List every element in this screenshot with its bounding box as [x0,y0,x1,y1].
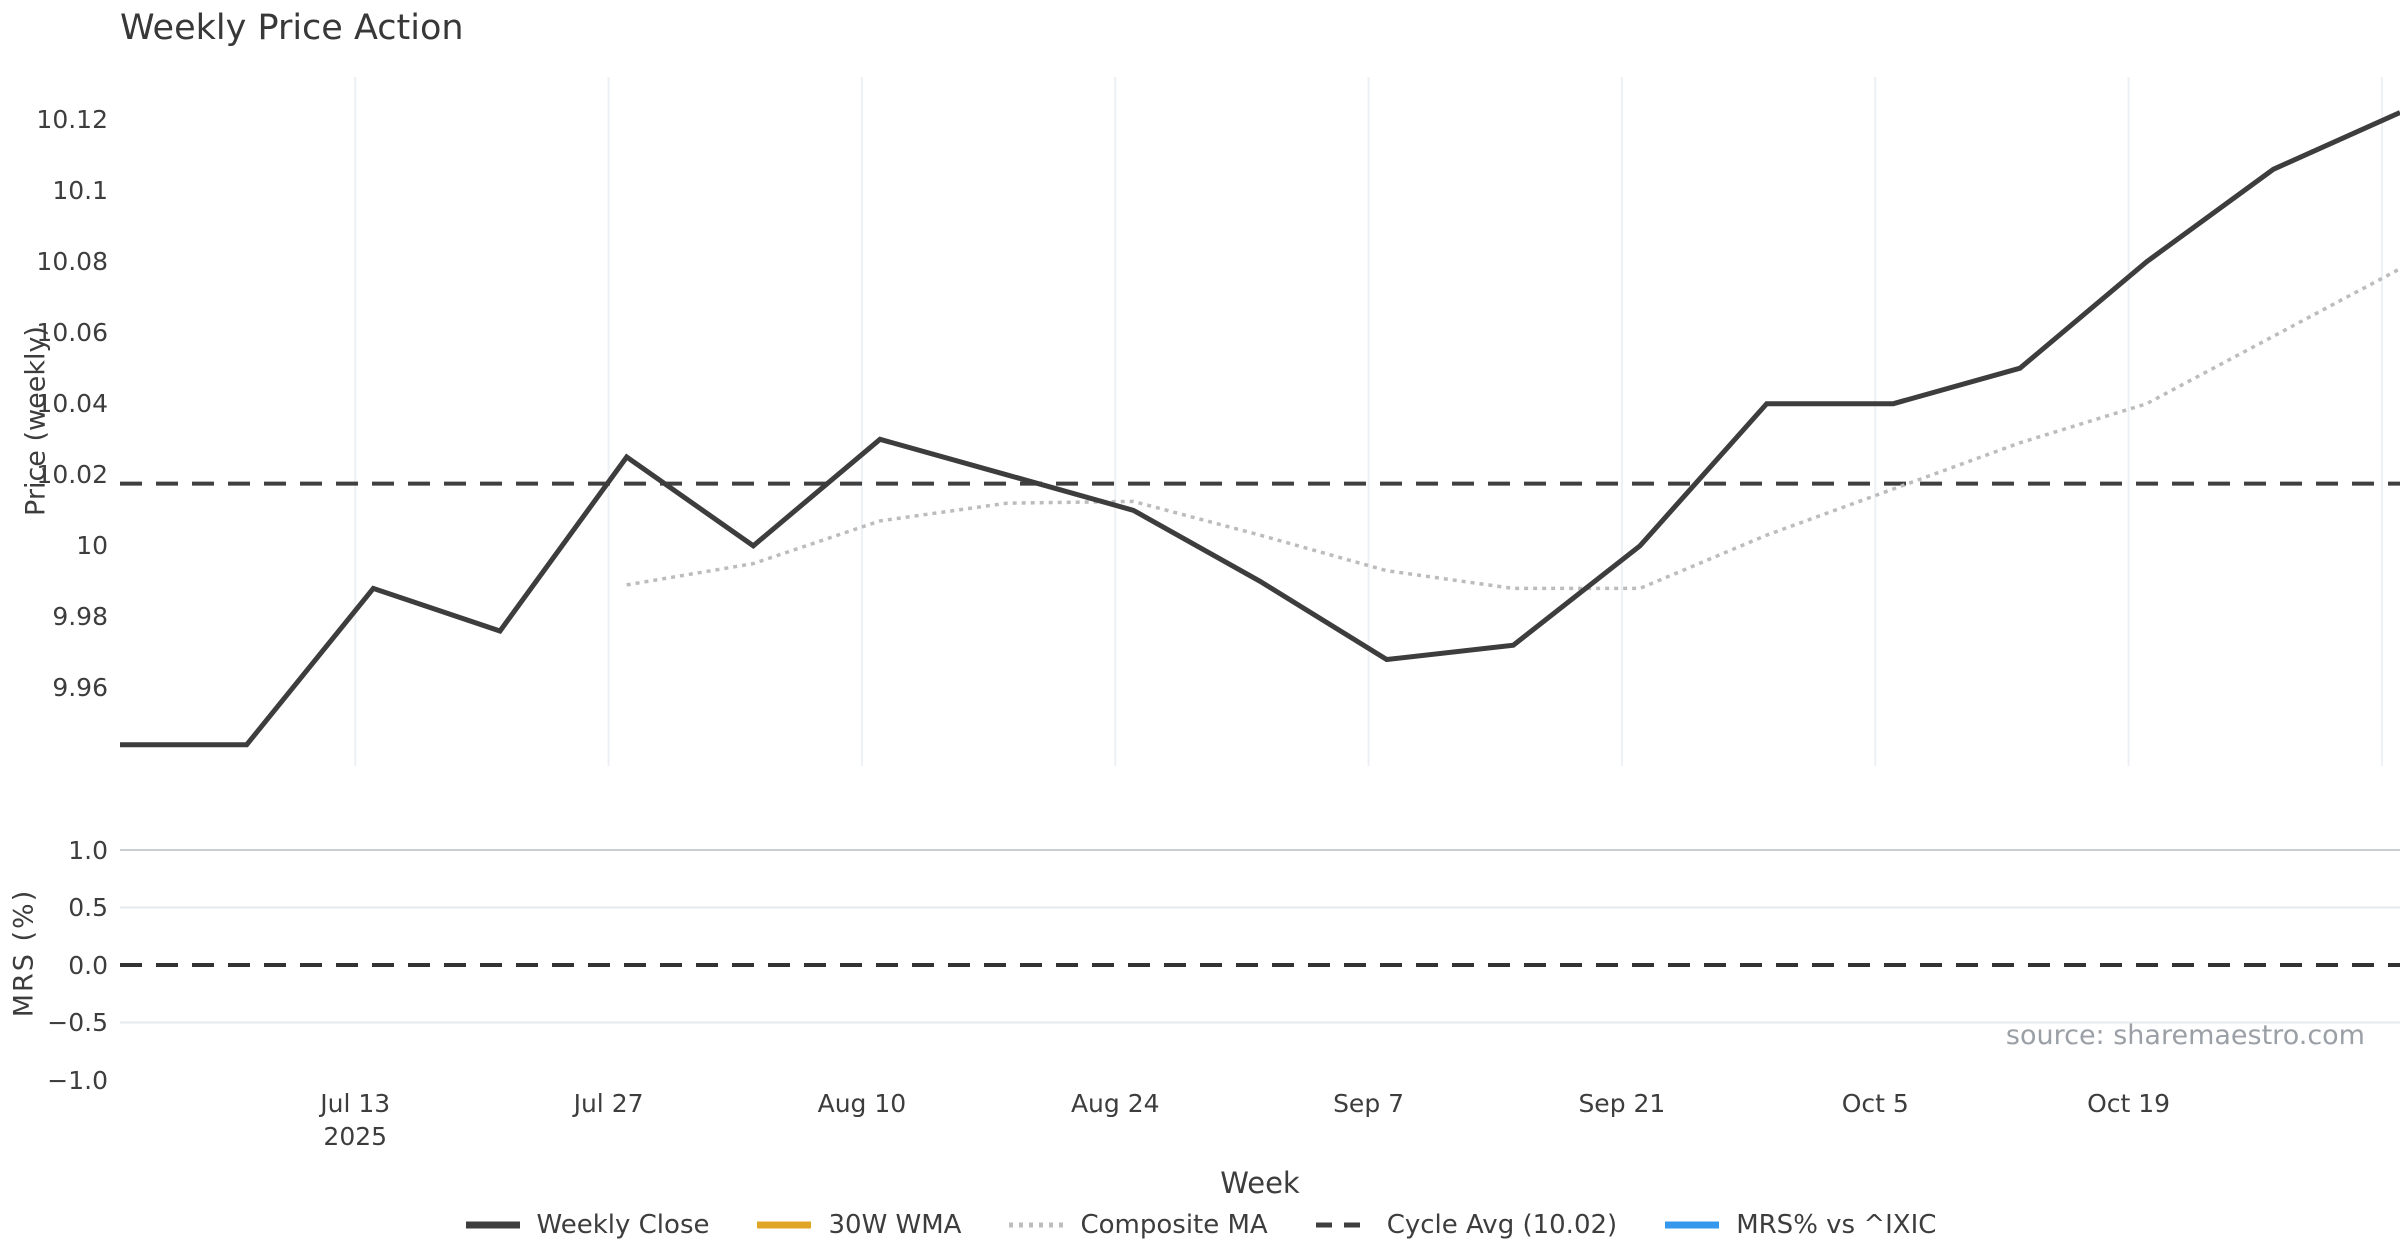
price-ytick-label: 10.08 [36,247,108,277]
price-ytick-label: 10.12 [36,105,108,135]
xtick-label: Aug 24 [1030,1087,1200,1120]
legend-item: Weekly Close [464,1210,710,1240]
xtick-label: Jul 27 [524,1087,694,1120]
price-ytick-label: 10 [76,531,108,561]
xtick-label: Jul 13 2025 [270,1087,440,1153]
source-note: source: sharemaestro.com [2005,1020,2365,1051]
price-ytick-label: 10.02 [36,460,108,490]
xtick-date: Aug 24 [1070,1089,1160,1118]
xtick-label: Sep 21 [1537,1087,1707,1120]
xtick-year: 2025 [323,1122,388,1151]
legend-item: Cycle Avg (10.02) [1314,1210,1617,1240]
legend-swatch-dotted [1009,1222,1064,1228]
legend: Weekly Close 30W WMA Composite MA Cycle Avg… [0,1210,2400,1240]
legend-item-label: 30W WMA [828,1210,962,1240]
legend-item-label: Cycle Avg (10.02) [1386,1210,1618,1240]
legend-swatch-dashed [1315,1222,1370,1228]
xtick-date: Sep 21 [1578,1089,1666,1118]
legend-item: 30W WMA [755,1210,961,1240]
mrs-ytick-label: 1.0 [68,835,108,865]
xtick-date: Jul 27 [573,1089,644,1118]
mrs-ytick-label: −1.0 [47,1065,108,1095]
price-ytick-label: 10.06 [36,318,108,348]
legend-swatch-solid [465,1221,520,1229]
mrs-ytick-label: −0.5 [47,1008,108,1037]
x-axis-label: Week [1220,1166,1300,1200]
price-ytick-label: 10.1 [52,176,108,206]
xtick-date: Oct 5 [1841,1089,1909,1118]
xtick-date: Jul 13 [320,1089,391,1118]
price-ytick-label: 9.96 [52,673,108,703]
legend-item: Composite MA [1007,1210,1268,1240]
xtick-label: Aug 10 [777,1087,947,1120]
mrs-ytick-label: 0.5 [68,893,108,923]
xtick-date: Aug 10 [817,1089,907,1118]
legend-item: MRS% vs ^IXIC [1663,1210,1936,1240]
chart-title: Weekly Price Action [120,8,464,48]
composite-ma-line [626,267,2400,591]
xtick-date: Sep 7 [1333,1089,1405,1118]
xtick-label: Oct 19 [2044,1087,2214,1120]
legend-swatch-solid [1665,1221,1720,1229]
mrs-ytick-label: 0.0 [68,950,108,980]
price-ytick-label: 9.98 [52,602,108,632]
price-ytick-label: 10.04 [36,389,108,419]
legend-swatch-solid [757,1221,812,1229]
xtick-label: Oct 5 [1790,1087,1960,1120]
xtick-date: Oct 19 [2087,1089,2171,1118]
legend-item-label: Weekly Close [536,1210,710,1240]
legend-item-label: Composite MA [1080,1210,1268,1240]
legend-item-label: MRS% vs ^IXIC [1736,1210,1937,1240]
weekly-close-line [120,110,2400,748]
xtick-label: Sep 7 [1284,1087,1454,1120]
